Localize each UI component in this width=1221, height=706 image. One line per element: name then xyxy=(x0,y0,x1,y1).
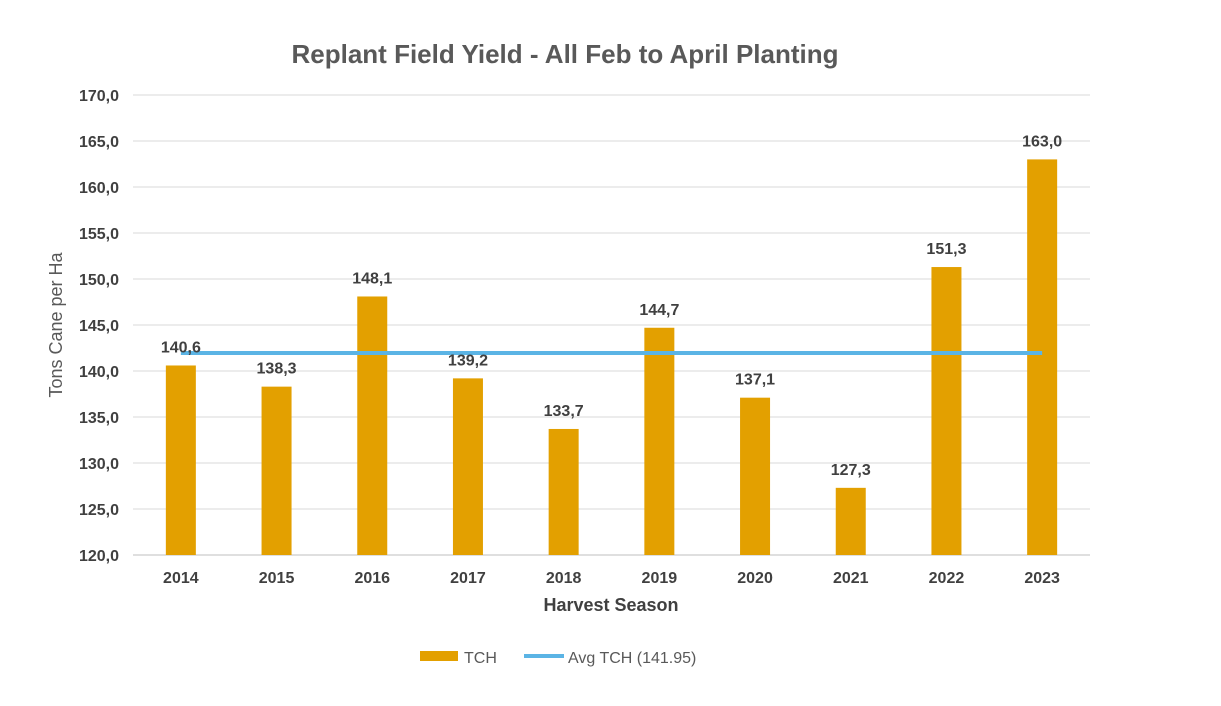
x-tick-label-2020: 2020 xyxy=(737,570,773,587)
x-tick-label-2018: 2018 xyxy=(546,570,582,587)
y-tick-label: 165,0 xyxy=(79,134,119,151)
bar-2014 xyxy=(165,365,196,555)
data-label-2016: 148,1 xyxy=(352,270,392,287)
bar-2017 xyxy=(452,378,483,555)
bar-2021 xyxy=(835,487,866,555)
y-tick-label: 125,0 xyxy=(79,502,119,519)
y-tick-label: 155,0 xyxy=(79,226,119,243)
legend-label-avg: Avg TCH (141.95) xyxy=(568,650,696,667)
x-tick-label-2022: 2022 xyxy=(929,570,965,587)
legend-label-tch: TCH xyxy=(464,650,497,667)
data-label-2019: 144,7 xyxy=(639,302,679,319)
x-axis-title: Harvest Season xyxy=(543,595,678,615)
data-label-2017: 139,2 xyxy=(448,352,488,369)
data-labels: 140,6 138,3 148,1 139,2 133,7 144,7 137,1 127,3… xyxy=(161,133,1062,478)
x-tick-label-2021: 2021 xyxy=(833,570,869,587)
bar-2015 xyxy=(261,386,292,555)
data-label-2014: 140,6 xyxy=(161,339,201,356)
bar-2020 xyxy=(740,397,771,555)
x-tick-label-2014: 2014 xyxy=(163,570,199,587)
x-tick-label-2015: 2015 xyxy=(259,570,295,587)
y-tick-labels: 120,0 125,0 130,0 135,0 140,0 145,0 150,0 155,0… xyxy=(79,88,119,565)
x-tick-label-2019: 2019 xyxy=(642,570,678,587)
bar-2022 xyxy=(931,267,962,555)
y-tick-label: 160,0 xyxy=(79,180,119,197)
y-tick-label: 130,0 xyxy=(79,456,119,473)
data-label-2020: 137,1 xyxy=(735,372,775,389)
y-tick-label: 135,0 xyxy=(79,410,119,427)
data-label-2023: 163,0 xyxy=(1022,133,1062,150)
y-tick-label: 170,0 xyxy=(79,88,119,105)
x-tick-labels: 2014 2015 2016 2017 2018 2019 2020 2021 2022 2023 xyxy=(163,570,1060,587)
y-tick-label: 150,0 xyxy=(79,272,119,289)
y-tick-label: 140,0 xyxy=(79,364,119,381)
data-label-2015: 138,3 xyxy=(257,361,297,378)
y-tick-label: 120,0 xyxy=(79,548,119,565)
data-label-2021: 127,3 xyxy=(831,462,871,479)
legend-swatch-tch xyxy=(420,651,458,661)
y-axis-title: Tons Cane per Ha xyxy=(46,251,66,397)
data-label-2022: 151,3 xyxy=(926,241,966,258)
gridlines xyxy=(133,94,1090,556)
y-tick-label: 145,0 xyxy=(79,318,119,335)
legend: TCH Avg TCH (141.95) xyxy=(420,650,696,667)
bar-2016 xyxy=(357,296,388,555)
bar-2023 xyxy=(1027,159,1058,555)
x-tick-label-2023: 2023 xyxy=(1024,570,1060,587)
bar-series-tch xyxy=(165,159,1058,555)
x-tick-label-2016: 2016 xyxy=(354,570,390,587)
bar-2018 xyxy=(548,428,579,555)
data-label-2018: 133,7 xyxy=(544,403,584,420)
chart-title: Replant Field Yield - All Feb to April P… xyxy=(292,39,839,69)
bar-2019 xyxy=(644,327,675,555)
x-tick-label-2017: 2017 xyxy=(450,570,486,587)
